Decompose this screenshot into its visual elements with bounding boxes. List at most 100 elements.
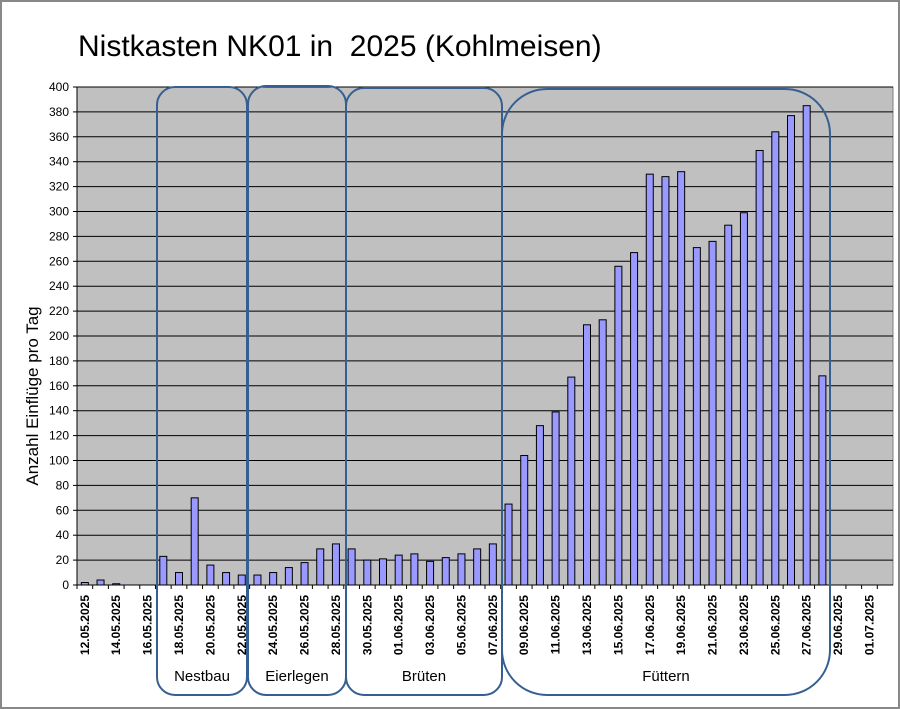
- y-tick-label: 20: [56, 553, 70, 567]
- x-tick-label: 28.05.2025: [329, 595, 343, 655]
- x-tick-label: 01.07.2025: [862, 595, 876, 655]
- bar: [347, 548, 356, 586]
- bar: [206, 564, 215, 586]
- x-tick-label: 27.06.2025: [800, 595, 814, 655]
- bar: [645, 173, 654, 586]
- bar: [535, 425, 544, 586]
- y-tick-label: 140: [49, 404, 69, 418]
- phase-label: Eierlegen: [265, 668, 328, 685]
- y-tick-label: 220: [49, 304, 69, 318]
- y-axis-label: Anzahl Einflüge pro Tag: [23, 306, 42, 485]
- y-tick-label: 80: [56, 478, 70, 492]
- y-tick-label: 400: [49, 80, 69, 94]
- bar: [300, 562, 309, 586]
- bar: [426, 560, 435, 586]
- bar: [284, 567, 293, 586]
- x-tick-label: 05.06.2025: [454, 595, 468, 655]
- bar: [677, 171, 686, 586]
- bar: [583, 324, 591, 586]
- y-tick-label: 340: [49, 155, 69, 169]
- y-tick-label: 300: [49, 205, 69, 219]
- y-tick-label: 60: [56, 503, 70, 517]
- x-tick-label: 03.06.2025: [423, 595, 437, 655]
- bar: [614, 265, 623, 586]
- x-tick-label: 13.06.2025: [580, 595, 594, 655]
- bar: [787, 115, 795, 586]
- bar: [488, 543, 497, 586]
- bar: [112, 583, 121, 586]
- y-tick-label: 100: [49, 454, 69, 468]
- x-tick-label: 07.06.2025: [486, 595, 500, 655]
- x-tick-label: 01.06.2025: [392, 595, 406, 655]
- y-tick-label: 360: [49, 130, 69, 144]
- bar: [708, 240, 717, 586]
- y-tick-label: 120: [49, 429, 69, 443]
- x-tick-label: 25.06.2025: [768, 595, 782, 655]
- x-tick-label: 29.06.2025: [831, 595, 845, 655]
- y-tick-label: 280: [49, 229, 69, 243]
- x-tick-label: 14.05.2025: [109, 595, 123, 655]
- y-tick-label: 260: [49, 254, 69, 268]
- bar: [253, 574, 262, 586]
- phase-box: [501, 88, 831, 696]
- bar: [96, 579, 105, 586]
- bar: [175, 572, 183, 586]
- bar: [520, 455, 529, 586]
- x-tick-label: 18.05.2025: [172, 595, 186, 655]
- x-tick-label: 16.05.2025: [141, 595, 155, 655]
- bar: [551, 411, 560, 586]
- bar: [473, 548, 482, 586]
- x-tick-label: 20.05.2025: [203, 595, 217, 655]
- bar: [661, 176, 670, 586]
- phase-label: Füttern: [642, 668, 690, 685]
- bar: [394, 554, 403, 586]
- bar: [410, 553, 419, 586]
- bar: [724, 224, 733, 586]
- bar: [222, 572, 231, 586]
- y-tick-label: 160: [49, 379, 69, 393]
- x-tick-label: 12.05.2025: [78, 595, 92, 655]
- phase-label: Brüten: [402, 668, 446, 685]
- bar: [316, 548, 325, 586]
- bar: [237, 574, 246, 586]
- y-tick-label: 320: [49, 180, 69, 194]
- x-tick-label: 19.06.2025: [674, 595, 688, 655]
- bar: [818, 375, 827, 586]
- y-tick-label: 200: [49, 329, 69, 343]
- bar: [269, 572, 278, 586]
- bar: [598, 319, 607, 586]
- bar: [504, 503, 513, 586]
- y-tick-label: 240: [49, 279, 69, 293]
- x-tick-label: 15.06.2025: [611, 595, 625, 655]
- y-tick-label: 0: [62, 578, 69, 592]
- x-tick-label: 22.05.2025: [235, 595, 249, 655]
- y-tick-label: 40: [56, 528, 70, 542]
- chart-title: Nistkasten NK01 in 2025 (Kohlmeisen): [78, 30, 602, 63]
- x-tick-label: 23.06.2025: [737, 595, 751, 655]
- bar: [692, 247, 701, 586]
- bar: [457, 553, 466, 586]
- bar: [80, 582, 89, 586]
- bar: [379, 558, 387, 586]
- bar: [630, 252, 639, 586]
- bar: [567, 376, 576, 586]
- bar: [771, 131, 780, 586]
- x-tick-label: 26.05.2025: [298, 595, 312, 655]
- x-tick-label: 21.06.2025: [706, 595, 720, 655]
- bar: [441, 557, 450, 586]
- bar: [363, 559, 372, 586]
- x-tick-label: 17.06.2025: [643, 595, 657, 655]
- y-tick-label: 380: [49, 105, 69, 119]
- x-tick-label: 09.06.2025: [517, 595, 531, 655]
- x-tick-label: 30.05.2025: [360, 595, 374, 655]
- x-tick-label: 24.05.2025: [266, 595, 280, 655]
- bar: [755, 149, 764, 586]
- bar: [159, 555, 168, 586]
- y-tick-label: 180: [49, 354, 69, 368]
- phase-label: Nestbau: [174, 668, 230, 685]
- bar: [331, 543, 340, 586]
- bar: [802, 105, 811, 586]
- bar: [739, 212, 748, 586]
- x-tick-label: 11.06.2025: [549, 595, 563, 655]
